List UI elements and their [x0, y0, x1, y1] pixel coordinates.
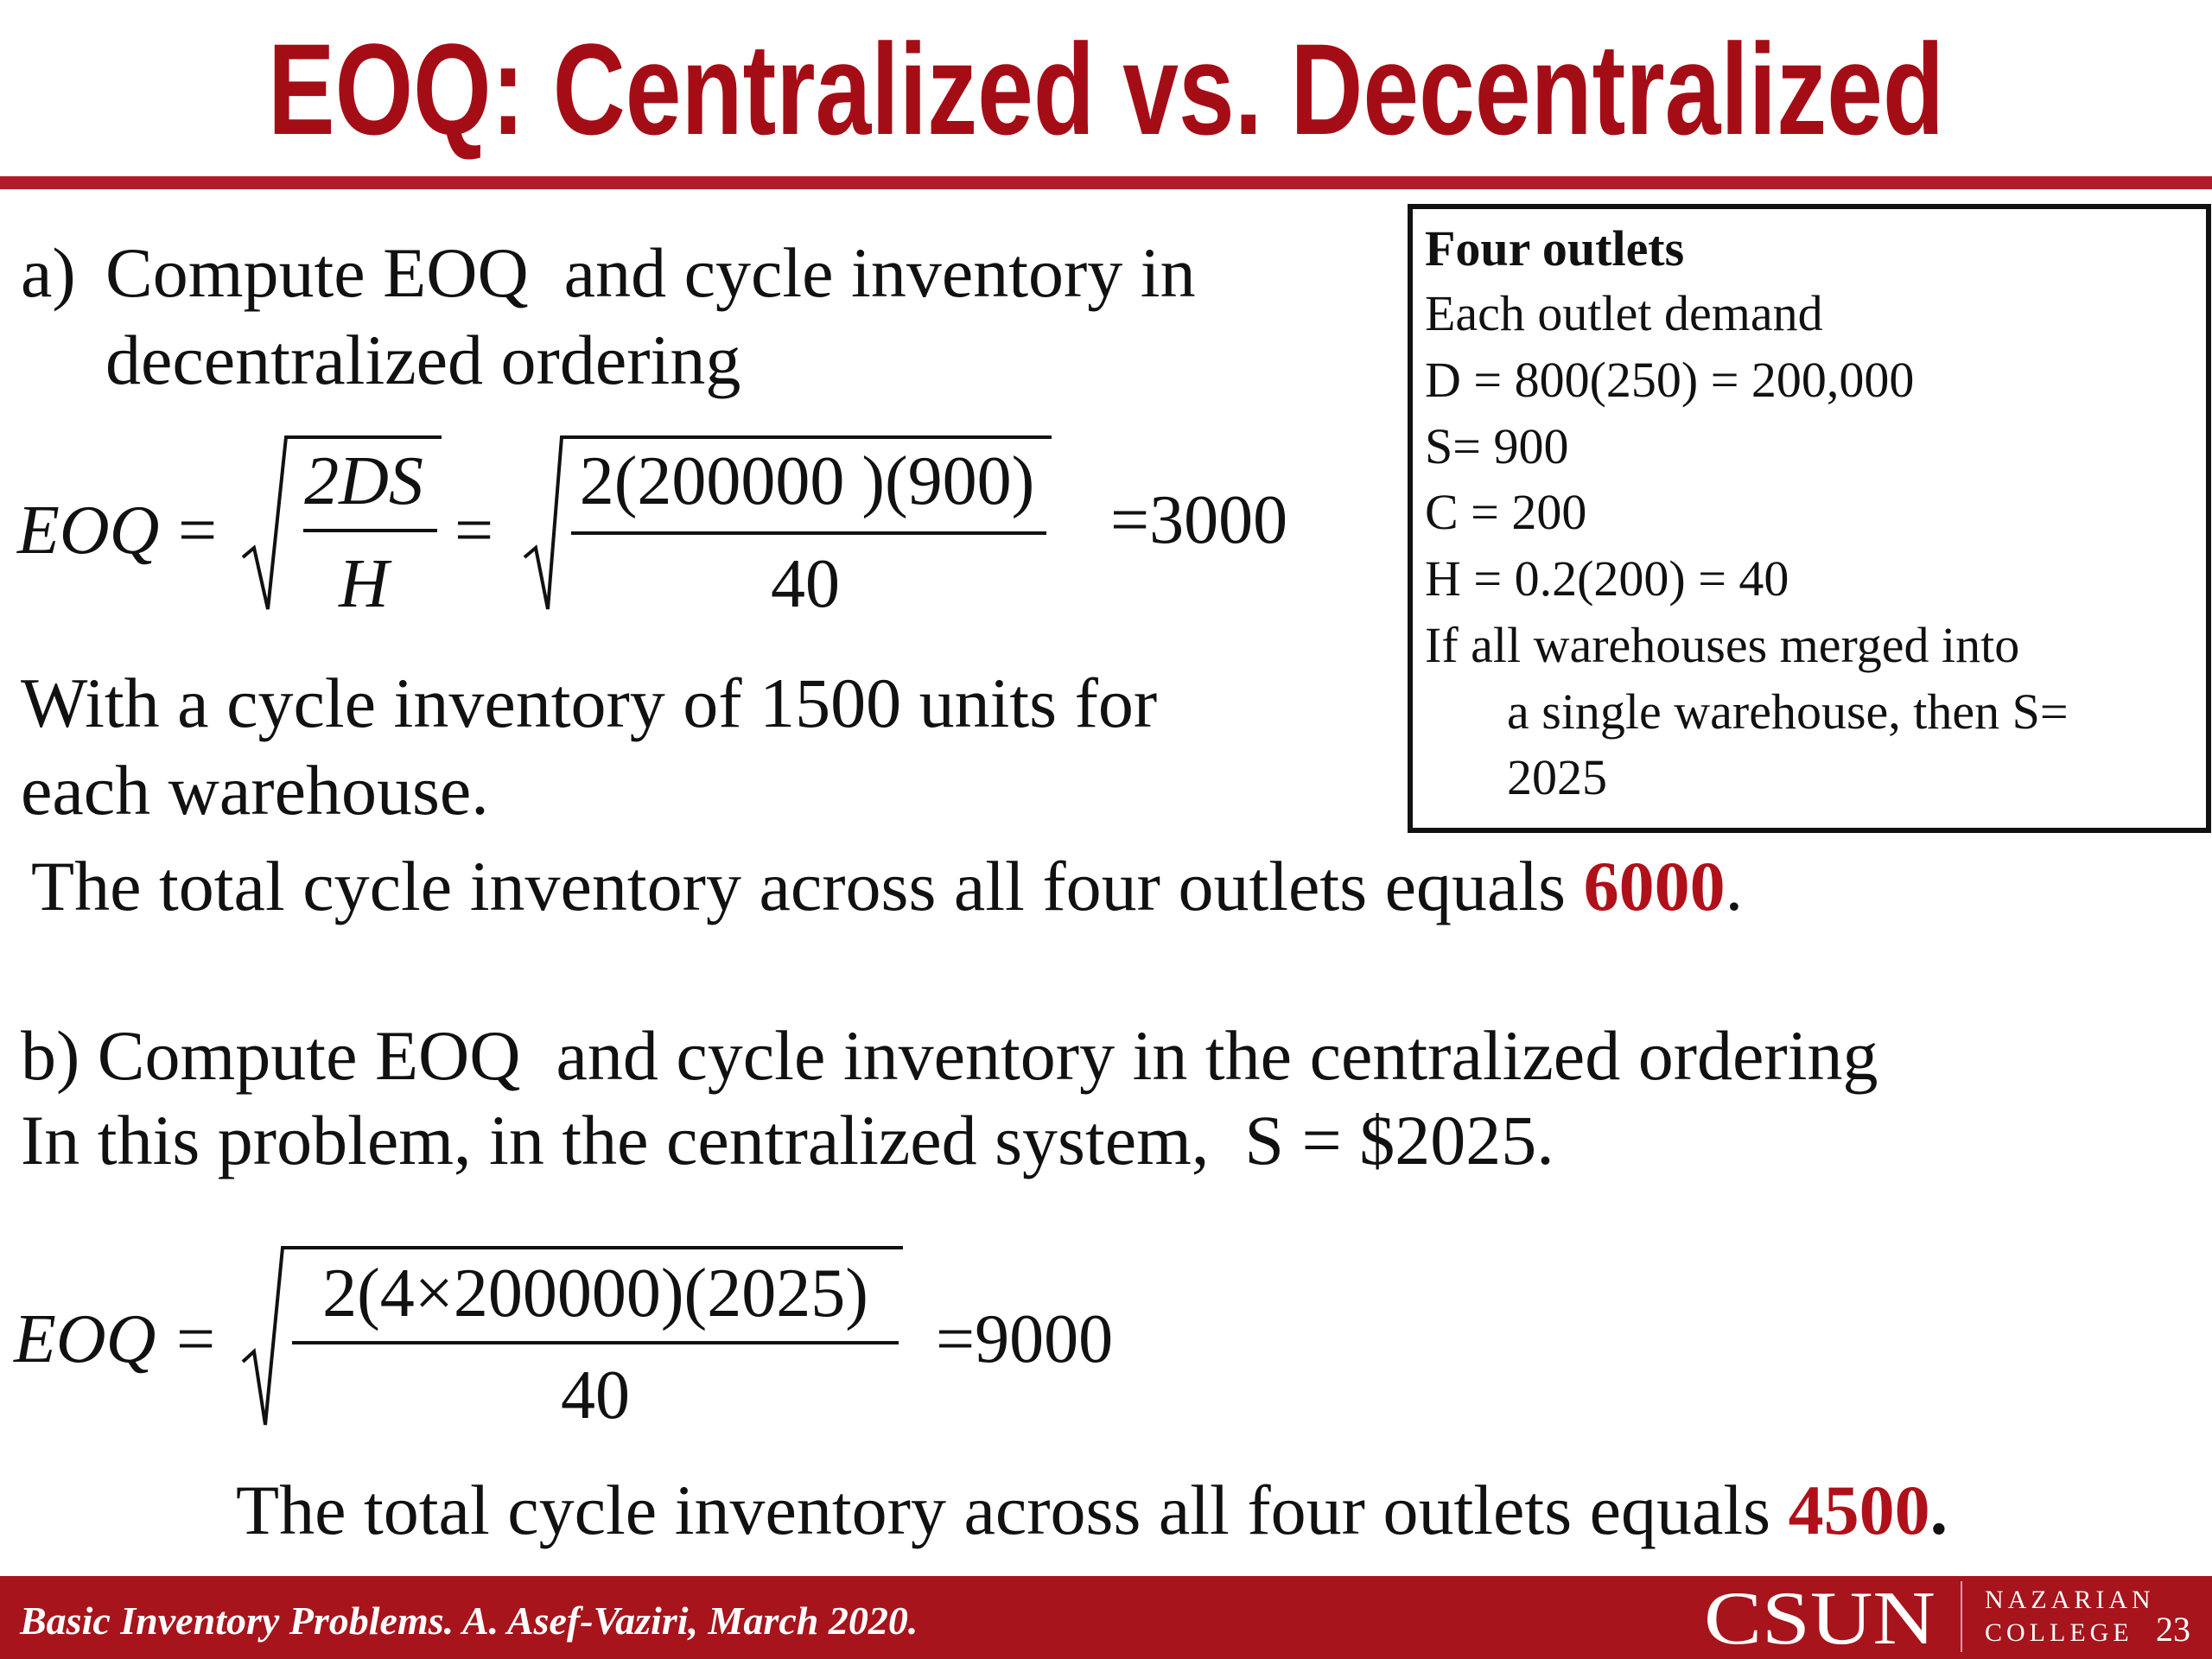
box-line: S= 900: [1425, 418, 1568, 474]
formula-result: =3000: [1110, 482, 1287, 558]
formula-equals: =: [176, 1301, 215, 1377]
box-line: Each outlet demand: [1425, 285, 1823, 341]
total-text: The total cycle inventory across all fou…: [236, 1471, 1789, 1549]
footer-citation: Basic Inventory Problems. A. Asef-Vaziri…: [19, 1599, 918, 1643]
footer-college: NAZARIAN: [1985, 1586, 2155, 1614]
formula-result: =9000: [936, 1301, 1113, 1377]
formula-denominator: 40: [561, 1357, 630, 1433]
formula-lhs: EOQ: [16, 493, 159, 569]
formula-lhs: EOQ: [13, 1301, 156, 1377]
box-line: D = 800(250) = 200,000: [1425, 352, 1914, 408]
footer-logo: CSUN: [1704, 1577, 1936, 1659]
total-value: 4500: [1789, 1471, 1930, 1549]
footer-college: COLLEGE: [1985, 1618, 2133, 1647]
box-line: a single warehouse, then S=: [1507, 683, 2069, 740]
total-line: The total cycle inventory across all fou…: [31, 847, 1743, 925]
note-text: each warehouse.: [21, 751, 489, 830]
radical: [241, 435, 442, 610]
total-end: .: [1726, 847, 1744, 925]
formula-numerator: 2(4×200000)(2025): [322, 1255, 868, 1332]
info-box: [1408, 204, 2211, 833]
radical: [523, 435, 1052, 610]
question-text: In this problem, in the centralized syst…: [21, 1101, 1554, 1179]
box-line: If all warehouses merged into: [1425, 617, 2019, 673]
formula-denominator: 40: [771, 546, 840, 622]
formula-denominator: H: [338, 546, 392, 622]
slide-title: EOQ: Centralized vs. Decentralized: [268, 16, 1944, 162]
question-text: b) Compute EOQ and cycle inventory in th…: [21, 1016, 1878, 1095]
box-line: C = 200: [1425, 484, 1586, 540]
formula-numerator: 2(200000 )(900): [580, 443, 1035, 519]
total-text: The total cycle inventory across all fou…: [31, 847, 1584, 925]
box-line: 2025: [1507, 749, 1607, 805]
header-rule: [0, 176, 2212, 189]
page-number: 23: [2156, 1610, 2190, 1649]
formula-equals: =: [454, 493, 493, 569]
formula-b: EOQ = 2(4×200000)(2025) 40 =9000: [13, 1246, 1113, 1433]
formula-a: EOQ = 2DS H = 2(200000 )(900) 40 =3000: [16, 435, 1287, 622]
radical: [241, 1246, 903, 1426]
question-text: decentralized ordering: [105, 321, 741, 399]
note-text: With a cycle inventory of 1500 units for: [21, 664, 1157, 742]
total-value: 6000: [1584, 847, 1726, 925]
total-end: .: [1930, 1471, 1948, 1549]
box-line: H = 0.2(200) = 40: [1425, 550, 1789, 607]
question-text: Compute EOQ and cycle inventory in: [105, 233, 1196, 312]
formula-numerator: 2DS: [304, 443, 423, 519]
formula-equals: =: [178, 493, 217, 569]
question-label: a): [21, 233, 76, 312]
total-line: The total cycle inventory across all fou…: [236, 1471, 1948, 1549]
footer-bar: [0, 1576, 2212, 1659]
box-title: Four outlets: [1425, 220, 1684, 276]
